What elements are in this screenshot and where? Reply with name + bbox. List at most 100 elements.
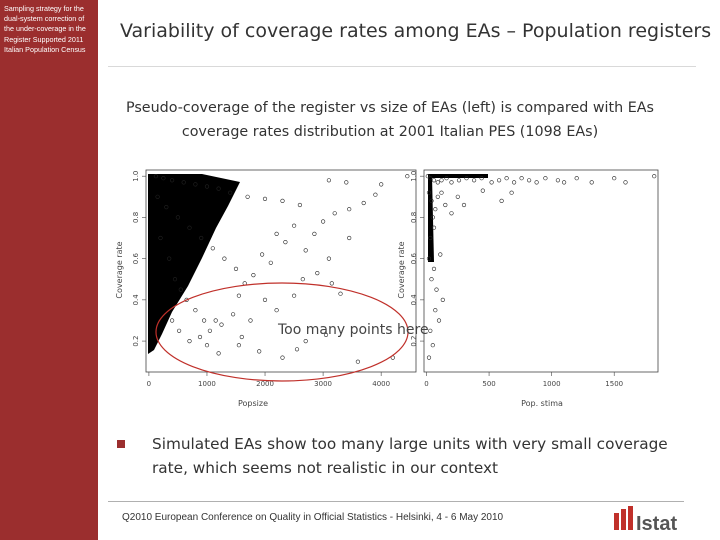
scatter-point xyxy=(426,190,432,195)
scatter-point xyxy=(434,287,439,292)
right-y-axis-label: Coverage rate xyxy=(397,241,406,298)
right-x-axis-label: Pop. stima xyxy=(521,399,563,408)
scatter-point xyxy=(236,343,241,348)
scatter-point xyxy=(612,176,617,181)
scatter-point xyxy=(213,318,218,323)
scatter-point xyxy=(197,334,203,340)
scatter-point xyxy=(219,322,224,327)
y-tick-label: 1.0 xyxy=(132,171,140,182)
y-tick-label: 0.8 xyxy=(410,212,418,223)
sidebar-caption: Sampling strategy for the dual-system co… xyxy=(4,4,86,54)
scatter-point xyxy=(201,318,207,323)
scatter-point xyxy=(292,293,297,298)
dense-point-cloud xyxy=(148,174,240,354)
scatter-point xyxy=(176,328,182,333)
scatter-point xyxy=(153,174,159,179)
scatter-point xyxy=(216,351,221,356)
left-y-axis-label: Coverage rate xyxy=(115,241,124,298)
scatter-point xyxy=(479,176,484,181)
scatter-point xyxy=(562,180,567,185)
scatter-point xyxy=(497,178,502,183)
scatter-point xyxy=(431,266,437,271)
scatter-point xyxy=(461,202,467,208)
scatter-point xyxy=(347,235,352,241)
scatter-point xyxy=(251,272,256,278)
scatter-point xyxy=(178,287,183,292)
scatter-point xyxy=(167,256,172,261)
scatter-point xyxy=(405,174,410,179)
scatter-point xyxy=(228,190,233,195)
dense-point-column xyxy=(428,176,434,262)
scatter-point xyxy=(216,186,221,191)
scatter-point xyxy=(433,308,438,313)
y-tick-label: 0.2 xyxy=(410,336,418,347)
left-x-axis-label: Popsize xyxy=(238,399,268,408)
scatter-point xyxy=(652,174,657,179)
scatter-point xyxy=(464,176,469,181)
y-tick-label: 0.4 xyxy=(132,294,140,306)
scatter-point xyxy=(332,211,337,216)
scatter-point xyxy=(193,182,198,187)
scatter-point xyxy=(519,176,524,181)
scatter-point xyxy=(274,308,279,313)
scatter-point xyxy=(233,266,239,271)
scatter-point xyxy=(303,339,308,344)
scatter-point xyxy=(230,312,236,317)
scatter-point xyxy=(280,198,285,204)
scatter-point xyxy=(262,196,268,202)
scatter-point xyxy=(199,235,204,241)
scatter-point xyxy=(534,180,539,185)
scatter-point xyxy=(455,194,460,199)
scatter-point xyxy=(248,318,253,323)
scatter-point xyxy=(435,180,440,185)
scatter-point xyxy=(312,231,317,236)
scatter-point xyxy=(245,194,250,199)
logo-bar xyxy=(621,509,626,530)
footer-text: Q2010 European Conference on Quality in … xyxy=(122,512,504,523)
x-tick-label: 2000 xyxy=(256,380,274,388)
scatter-point xyxy=(338,291,343,296)
scatter-point xyxy=(326,178,331,183)
y-tick-label: 0.6 xyxy=(132,253,140,265)
scatter-point xyxy=(260,252,265,257)
scatter-point xyxy=(239,334,244,340)
right-axes: 0 500 1000 1500 0.2 0.4 0.6 0.8 1.0 xyxy=(410,171,623,388)
x-tick-label: 1000 xyxy=(543,380,561,388)
scatter-point xyxy=(193,308,198,313)
scatter-point xyxy=(379,182,384,187)
scatter-point xyxy=(623,180,628,185)
scatter-point xyxy=(444,176,449,181)
scatter-point xyxy=(207,328,212,333)
annotation-label: Too many points here xyxy=(277,322,429,338)
logo-bar xyxy=(614,513,619,530)
x-tick-label: 500 xyxy=(482,380,495,388)
bullet-text: Simulated EAs show too many large units … xyxy=(152,435,668,477)
x-tick-label: 0 xyxy=(424,380,428,388)
scatter-point xyxy=(426,355,432,360)
scatter-plots: 0 1000 2000 3000 4000 0.2 0.4 0.6 0.8 1.0 0 500 100… xyxy=(115,169,659,408)
footer-divider xyxy=(108,501,684,502)
scatter-point xyxy=(210,246,215,251)
scatter-point xyxy=(292,223,297,228)
scatter-point xyxy=(181,180,186,185)
scatter-point xyxy=(438,252,443,257)
title-divider xyxy=(108,66,696,67)
scatter-point xyxy=(204,343,210,348)
scatter-point xyxy=(321,219,326,224)
scatter-point xyxy=(543,176,548,181)
scatter-point xyxy=(300,277,305,282)
right-scatter-points xyxy=(425,174,657,360)
logo-bar xyxy=(628,506,633,530)
scatter-point xyxy=(435,194,440,199)
dense-point-band xyxy=(428,174,488,178)
left-axes: 0 1000 2000 3000 4000 0.2 0.4 0.6 0.8 1.0 xyxy=(132,171,390,388)
scatter-point xyxy=(431,178,437,183)
scatter-point xyxy=(426,256,432,261)
x-tick-label: 1500 xyxy=(605,380,623,388)
scatter-point xyxy=(430,343,435,348)
scatter-point xyxy=(429,198,434,204)
scatter-point xyxy=(504,176,509,181)
scatter-point xyxy=(456,178,462,183)
scatter-point xyxy=(268,260,273,265)
scatter-point xyxy=(436,318,442,323)
